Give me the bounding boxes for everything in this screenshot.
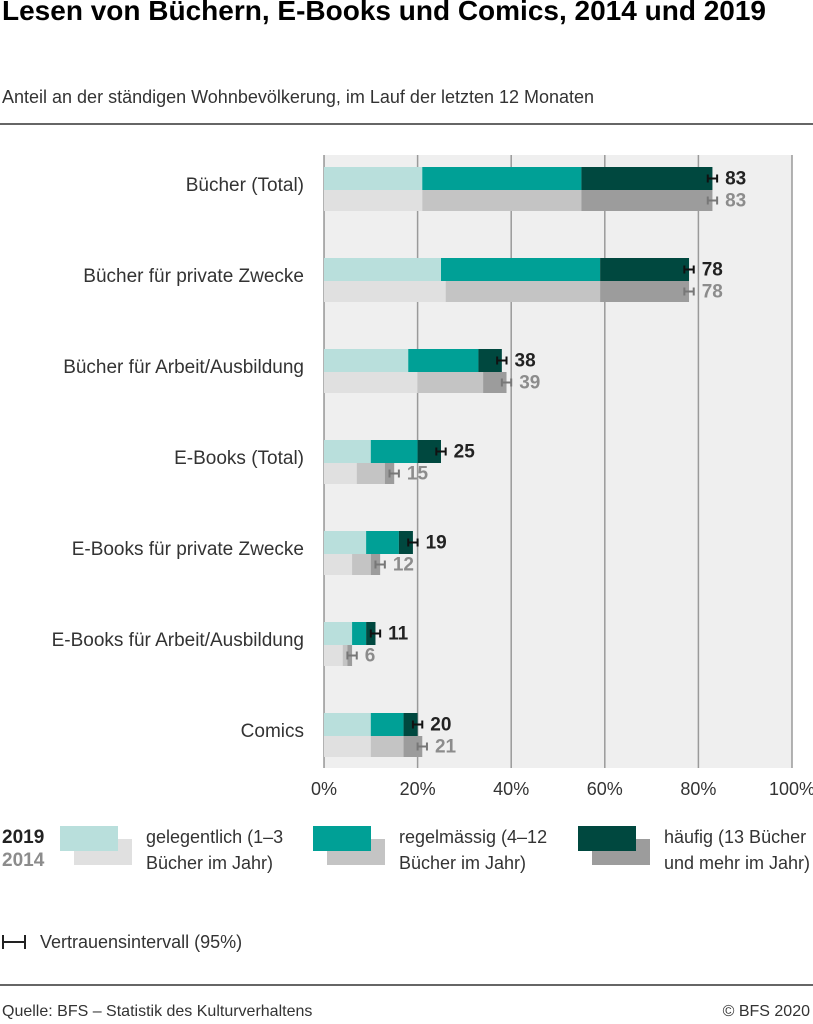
bar-segment	[408, 349, 479, 372]
y-tick-label: Bücher (Total)	[186, 175, 304, 196]
bar-segment	[370, 440, 418, 463]
error-bar	[369, 629, 382, 638]
bar-segment	[581, 167, 713, 190]
ci-legend-label: Vertrauensintervall (95%)	[40, 932, 242, 952]
bar-segment	[422, 167, 582, 190]
bar-segment	[324, 622, 353, 645]
error-bar	[411, 720, 424, 729]
y-tick-label: Bücher für Arbeit/Ausbildung	[63, 357, 304, 378]
bar-segment	[324, 349, 409, 372]
bar-segment	[324, 463, 357, 484]
total-label: 20	[430, 715, 451, 736]
total-label: 19	[426, 533, 447, 554]
error-bar	[388, 469, 400, 478]
bar-segment	[483, 372, 507, 393]
bar-segment	[324, 645, 343, 666]
bar-segment	[445, 281, 601, 302]
legend-swatch	[578, 826, 636, 851]
chart-title: Lesen von Büchern, E-Books und Comics, 2…	[2, 0, 766, 26]
y-tick-label: Bücher für private Zwecke	[83, 266, 304, 287]
bar-segment	[352, 622, 367, 645]
total-label: 12	[393, 555, 414, 576]
x-tick-label: 60%	[587, 779, 623, 799]
error-bar	[374, 560, 386, 569]
bar-segment	[600, 281, 690, 302]
bar-segment	[441, 258, 601, 281]
total-label: 78	[702, 282, 723, 303]
x-tick-label: 0%	[311, 779, 337, 799]
bar-segment	[417, 440, 441, 463]
x-tick-label: 100%	[769, 779, 813, 799]
bar-segment	[417, 372, 484, 393]
total-label: 83	[725, 169, 746, 190]
total-label: 25	[454, 442, 476, 463]
total-label: 38	[515, 351, 536, 372]
bar-segment	[324, 258, 441, 281]
error-bar	[496, 356, 508, 365]
y-tick-label: E-Books für private Zwecke	[72, 539, 304, 560]
bar-segment	[370, 713, 404, 736]
error-bar	[706, 196, 719, 205]
error-bar	[683, 287, 695, 296]
bar-segment	[324, 281, 446, 302]
bar-segment	[422, 190, 582, 211]
y-tick-label: Comics	[241, 721, 304, 742]
error-bar	[346, 651, 358, 660]
error-bar	[683, 265, 695, 274]
error-bar	[706, 174, 719, 183]
x-tick-label: 40%	[493, 779, 529, 799]
bar-segment	[366, 531, 399, 554]
bar-segment	[403, 713, 418, 736]
bar-segment	[398, 531, 413, 554]
bar-segment	[324, 736, 371, 757]
total-label: 11	[388, 624, 409, 645]
bar-segment	[356, 463, 385, 484]
bar-segment	[324, 372, 418, 393]
legend-year: 2014	[2, 850, 45, 871]
legend-label: gelegentlich (1–3 Bücher im Jahr)	[146, 827, 284, 873]
bar-segment	[324, 190, 423, 211]
total-label: 83	[725, 191, 746, 212]
y-tick-label: E-Books (Total)	[174, 448, 304, 469]
total-label: 39	[519, 373, 540, 394]
legend-label: häufig (13 Bücher und mehr im Jahr)	[664, 827, 811, 873]
error-bar	[416, 742, 428, 751]
error-bar	[407, 538, 419, 547]
copyright: © BFS 2020	[723, 1003, 810, 1020]
chart-subtitle: Anteil an der ständigen Wohnbevölkerung,…	[2, 87, 594, 107]
x-tick-label: 20%	[400, 779, 436, 799]
legend-swatch	[60, 826, 118, 851]
total-label: 6	[365, 646, 376, 667]
total-label: 21	[435, 737, 457, 758]
bar-segment	[324, 440, 371, 463]
bar-segment	[581, 190, 713, 211]
bar-segment	[403, 736, 423, 757]
bar-segment	[478, 349, 502, 372]
bar-segment	[342, 645, 348, 666]
x-tick-label: 80%	[680, 779, 716, 799]
bar-segment	[324, 554, 353, 575]
bar-segment	[600, 258, 690, 281]
error-bar	[435, 447, 447, 456]
legend-label: regelmässig (4–12 Bücher im Jahr)	[399, 827, 548, 873]
legend-year: 2019	[2, 827, 44, 848]
source: Quelle: BFS – Statistik des Kulturverhal…	[2, 1003, 312, 1020]
total-label: 15	[407, 464, 429, 485]
total-label: 78	[702, 260, 723, 281]
error-bar	[500, 378, 513, 387]
bar-segment	[370, 736, 404, 757]
bar-segment	[324, 531, 367, 554]
legend-swatch	[313, 826, 371, 851]
bar-segment	[324, 713, 371, 736]
y-tick-label: E-Books für Arbeit/Ausbildung	[52, 630, 304, 651]
bar-segment	[324, 167, 423, 190]
ci-legend-icon	[2, 935, 26, 949]
bar-segment	[352, 554, 371, 575]
